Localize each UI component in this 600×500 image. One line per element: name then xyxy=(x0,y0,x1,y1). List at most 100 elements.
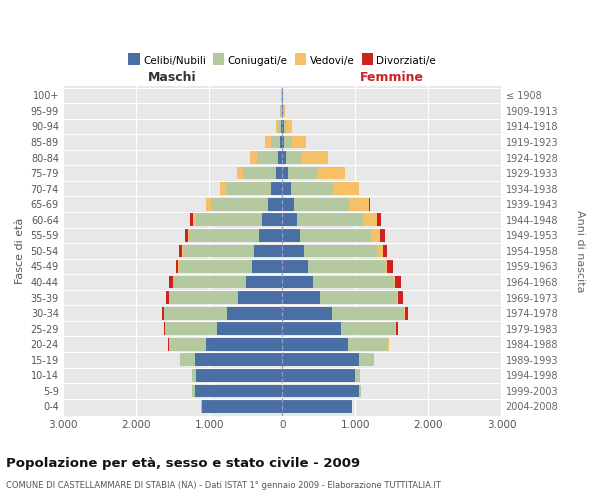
Bar xyxy=(201,400,202,413)
Bar xyxy=(371,229,380,241)
Bar xyxy=(262,214,282,226)
Bar xyxy=(226,182,271,195)
Bar xyxy=(304,244,377,258)
Bar xyxy=(377,244,383,258)
Bar xyxy=(282,136,284,148)
Bar xyxy=(282,229,300,241)
Bar xyxy=(238,291,282,304)
Legend: Celibi/Nubili, Coniugati/e, Vedovi/e, Divorziati/e: Celibi/Nubili, Coniugati/e, Vedovi/e, Di… xyxy=(124,52,440,70)
Bar xyxy=(300,229,371,241)
Bar xyxy=(294,198,349,210)
Bar xyxy=(250,151,257,164)
Bar xyxy=(193,384,194,398)
Bar xyxy=(317,166,345,179)
Bar xyxy=(282,384,359,398)
Bar xyxy=(179,244,182,258)
Bar xyxy=(282,151,286,164)
Bar xyxy=(385,260,388,273)
Bar xyxy=(282,198,294,210)
Bar xyxy=(282,322,341,335)
Bar xyxy=(180,354,194,366)
Bar xyxy=(395,276,401,288)
Bar xyxy=(355,369,361,382)
Bar xyxy=(320,291,397,304)
Bar xyxy=(166,291,169,304)
Bar xyxy=(191,369,196,382)
Bar xyxy=(271,182,282,195)
Bar xyxy=(282,307,332,320)
Bar xyxy=(280,104,281,118)
Bar xyxy=(237,166,243,179)
Bar xyxy=(193,214,196,226)
Bar xyxy=(259,229,282,241)
Bar xyxy=(202,400,282,413)
Bar xyxy=(194,384,282,398)
Bar xyxy=(257,151,278,164)
Bar xyxy=(282,338,348,350)
Bar xyxy=(275,120,278,133)
Bar xyxy=(332,307,404,320)
Bar xyxy=(162,307,164,320)
Bar xyxy=(183,244,254,258)
Bar xyxy=(278,120,281,133)
Y-axis label: Fasce di età: Fasce di età xyxy=(15,218,25,284)
Bar xyxy=(282,244,304,258)
Bar xyxy=(334,182,359,195)
Bar xyxy=(282,276,313,288)
Bar xyxy=(359,384,361,398)
Bar xyxy=(388,260,392,273)
Bar xyxy=(313,276,393,288)
Bar xyxy=(284,104,285,118)
Bar xyxy=(169,338,206,350)
Bar xyxy=(164,307,227,320)
Bar xyxy=(227,307,282,320)
Bar xyxy=(185,229,188,241)
Bar xyxy=(302,151,328,164)
Bar xyxy=(282,214,297,226)
Bar xyxy=(169,291,238,304)
Bar xyxy=(176,260,178,273)
Bar xyxy=(395,322,396,335)
Bar xyxy=(268,198,282,210)
Bar xyxy=(286,151,302,164)
Bar xyxy=(194,354,282,366)
Bar xyxy=(282,260,308,273)
Bar xyxy=(404,307,407,320)
Text: Popolazione per età, sesso e stato civile - 2009: Popolazione per età, sesso e stato civil… xyxy=(6,458,360,470)
Y-axis label: Anni di nascita: Anni di nascita xyxy=(575,210,585,292)
Bar xyxy=(278,151,282,164)
Bar xyxy=(349,198,369,210)
Bar xyxy=(206,198,211,210)
Bar xyxy=(282,120,284,133)
Bar xyxy=(182,244,183,258)
Bar xyxy=(217,322,282,335)
Bar xyxy=(308,260,385,273)
Bar xyxy=(396,322,398,335)
Bar xyxy=(275,166,282,179)
Bar xyxy=(196,214,262,226)
Bar xyxy=(284,136,292,148)
Bar xyxy=(166,322,217,335)
Bar xyxy=(341,322,395,335)
Bar xyxy=(280,136,282,148)
Bar xyxy=(282,291,320,304)
Bar xyxy=(206,338,282,350)
Bar xyxy=(359,354,374,366)
Bar xyxy=(383,244,388,258)
Bar xyxy=(271,136,280,148)
Bar xyxy=(173,276,246,288)
Bar xyxy=(282,166,288,179)
Text: Maschi: Maschi xyxy=(148,70,197,84)
Bar xyxy=(190,229,259,241)
Text: Femmine: Femmine xyxy=(360,70,424,84)
Bar xyxy=(265,136,271,148)
Bar xyxy=(220,182,226,195)
Bar xyxy=(196,369,282,382)
Bar xyxy=(377,214,381,226)
Bar xyxy=(282,354,359,366)
Bar xyxy=(288,166,317,179)
Text: COMUNE DI CASTELLAMMARE DI STABIA (NA) - Dati ISTAT 1° gennaio 2009 - Elaborazio: COMUNE DI CASTELLAMMARE DI STABIA (NA) -… xyxy=(6,481,441,490)
Bar xyxy=(284,120,286,133)
Bar xyxy=(283,104,284,118)
Bar xyxy=(282,369,355,382)
